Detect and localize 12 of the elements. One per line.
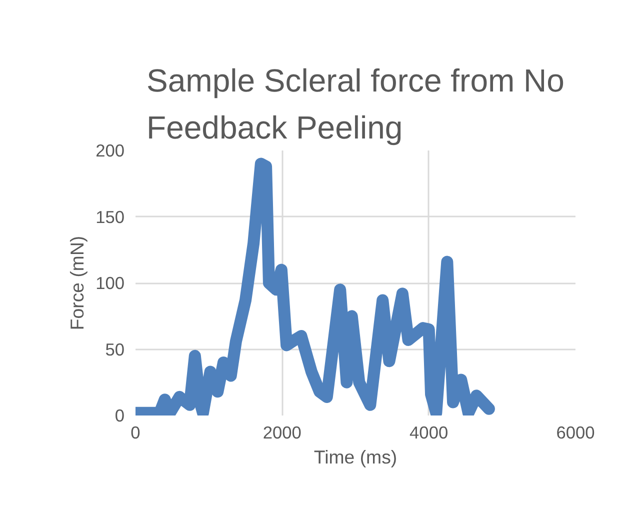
x-axis-title: Time (ms) — [314, 446, 398, 468]
y-tick-label: 0 — [114, 406, 125, 426]
y-tick-label: 50 — [105, 339, 125, 360]
x-tick-label: 4000 — [410, 422, 448, 442]
chart-title: Sample Scleral force from No Feedback Peeling — [146, 62, 564, 146]
y-axis-title: Force (mN) — [66, 236, 88, 330]
x-tick-label: 2000 — [262, 422, 302, 442]
y-tick-label: 100 — [96, 273, 125, 293]
x-tick-label: 6000 — [556, 422, 595, 442]
y-tick-label: 150 — [96, 206, 125, 227]
x-tick-label: 0 — [130, 422, 140, 442]
y-tick-label: 200 — [96, 140, 125, 160]
